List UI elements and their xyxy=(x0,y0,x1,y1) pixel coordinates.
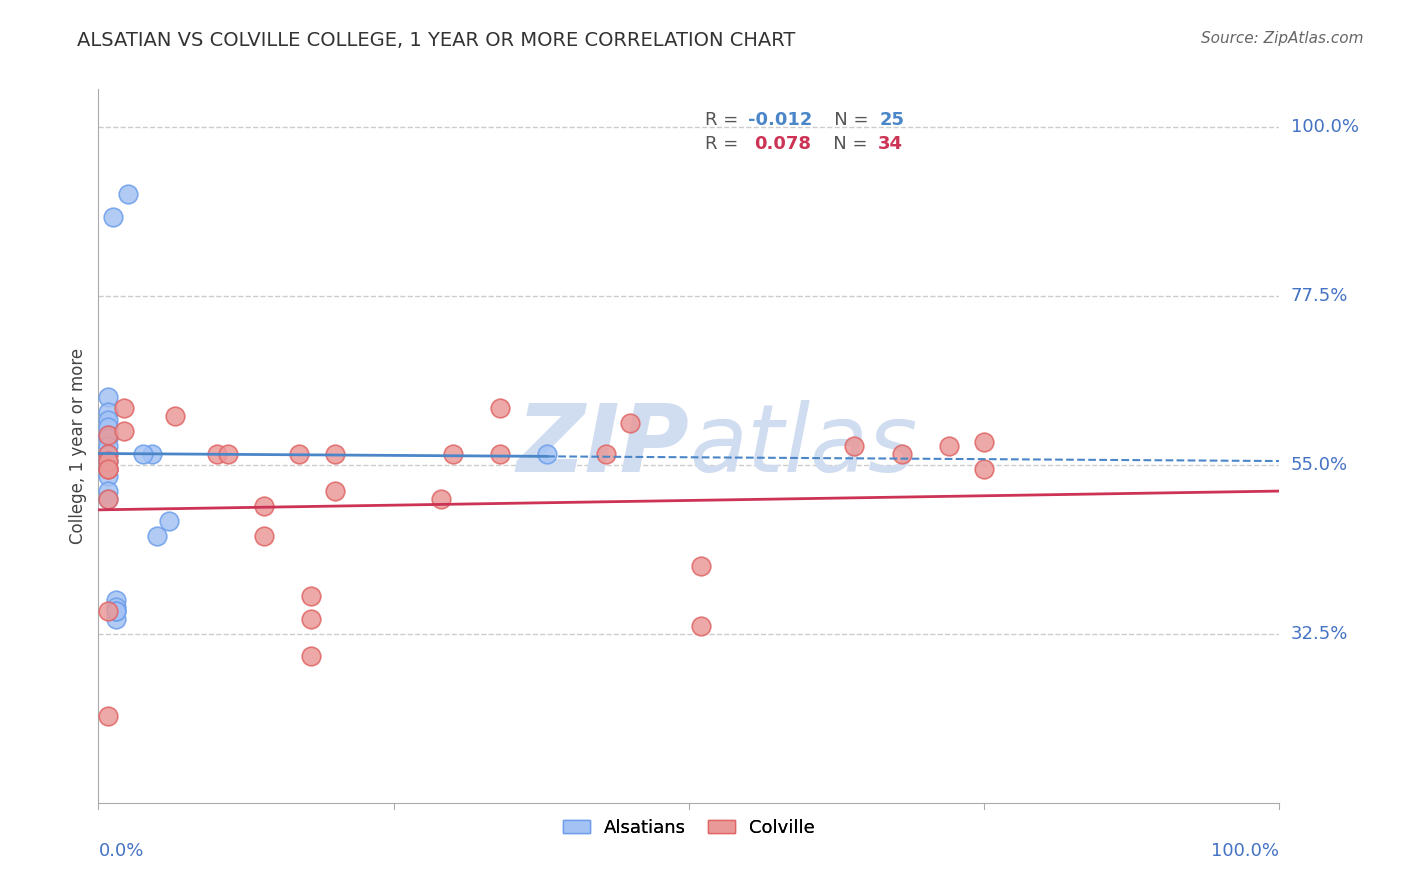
Point xyxy=(97,439,120,453)
Point xyxy=(595,446,617,460)
Point xyxy=(489,401,512,416)
Point xyxy=(973,461,995,475)
Point xyxy=(97,491,120,506)
Point xyxy=(97,446,120,460)
Point xyxy=(288,446,311,460)
Point xyxy=(105,604,128,618)
Point xyxy=(217,446,239,460)
Point xyxy=(97,427,120,442)
Text: ALSATIAN VS COLVILLE COLLEGE, 1 YEAR OR MORE CORRELATION CHART: ALSATIAN VS COLVILLE COLLEGE, 1 YEAR OR … xyxy=(77,31,796,50)
Point xyxy=(132,446,155,460)
Point xyxy=(536,446,558,460)
Point xyxy=(97,461,120,475)
Point xyxy=(97,420,120,434)
Text: atlas: atlas xyxy=(689,401,917,491)
Text: 100.0%: 100.0% xyxy=(1212,842,1279,860)
Point xyxy=(97,709,120,723)
Point xyxy=(323,446,346,460)
Point xyxy=(430,491,453,506)
Point xyxy=(105,612,128,626)
Point xyxy=(441,446,464,460)
Text: 0.0%: 0.0% xyxy=(98,842,143,860)
Point xyxy=(689,619,711,633)
Point xyxy=(97,454,120,468)
Text: N =: N = xyxy=(817,112,875,129)
Point xyxy=(105,593,128,607)
Point xyxy=(97,461,120,475)
Legend: Alsatians, Colville: Alsatians, Colville xyxy=(555,812,823,844)
Text: -0.012: -0.012 xyxy=(748,112,813,129)
Text: 25: 25 xyxy=(880,112,904,129)
Point xyxy=(97,454,120,468)
Point xyxy=(323,484,346,499)
Y-axis label: College, 1 year or more: College, 1 year or more xyxy=(69,348,87,544)
Point xyxy=(165,409,187,423)
Point xyxy=(97,461,120,475)
Point xyxy=(97,427,120,442)
Point xyxy=(97,491,120,506)
Point xyxy=(141,446,163,460)
Point xyxy=(146,529,169,543)
Point xyxy=(253,499,276,513)
Point xyxy=(97,469,120,483)
Point xyxy=(105,604,128,618)
Point xyxy=(97,484,120,499)
Text: R =: R = xyxy=(706,136,751,153)
Point xyxy=(112,401,135,416)
Point xyxy=(97,446,120,460)
Text: 32.5%: 32.5% xyxy=(1291,624,1348,643)
Text: ZIP: ZIP xyxy=(516,400,689,492)
Text: R =: R = xyxy=(706,112,744,129)
Text: N =: N = xyxy=(815,136,873,153)
Text: 100.0%: 100.0% xyxy=(1291,118,1358,136)
Point xyxy=(299,612,322,626)
Text: 77.5%: 77.5% xyxy=(1291,286,1348,305)
Point xyxy=(205,446,228,460)
Point xyxy=(105,600,128,615)
Point xyxy=(489,446,512,460)
Point xyxy=(689,559,711,574)
Point xyxy=(101,210,124,224)
Point xyxy=(157,514,180,528)
Point xyxy=(299,649,322,664)
Point xyxy=(97,413,120,427)
Point xyxy=(97,390,120,404)
Point xyxy=(253,529,276,543)
Point xyxy=(844,439,866,453)
Point xyxy=(619,417,641,431)
Text: Source: ZipAtlas.com: Source: ZipAtlas.com xyxy=(1201,31,1364,46)
Point xyxy=(890,446,912,460)
Point xyxy=(299,589,322,603)
Point xyxy=(112,424,135,438)
Point xyxy=(97,405,120,419)
Point xyxy=(97,604,120,618)
Point xyxy=(97,432,120,446)
Text: 55.0%: 55.0% xyxy=(1291,456,1348,474)
Point xyxy=(973,435,995,450)
Text: 0.078: 0.078 xyxy=(754,136,811,153)
Point xyxy=(117,187,139,202)
Text: 34: 34 xyxy=(877,136,903,153)
Point xyxy=(938,439,960,453)
